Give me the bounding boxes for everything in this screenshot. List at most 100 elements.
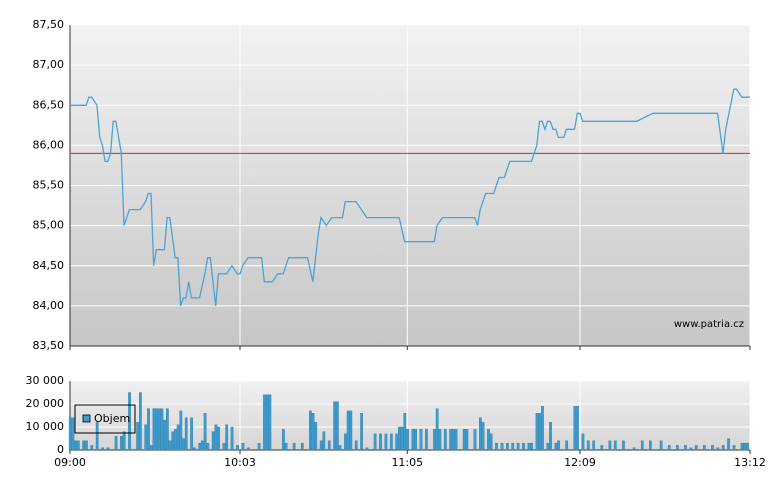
volume-bar — [71, 417, 75, 451]
y-tick-label: 85,00 — [33, 219, 65, 232]
legend-box — [74, 404, 136, 434]
volume-bar — [282, 429, 285, 451]
volume-bar — [389, 433, 393, 451]
volume-bar — [168, 440, 172, 451]
volume-bar — [373, 433, 377, 451]
volume-bar — [546, 442, 550, 451]
legend-label: Objem — [94, 412, 130, 425]
volume-bar — [184, 417, 188, 451]
volume-bar — [581, 433, 585, 451]
volume-bar — [122, 431, 126, 451]
volume-bar — [300, 442, 304, 451]
volume-bar — [530, 442, 533, 451]
volume-bar — [176, 424, 180, 451]
x-tick-label: 12:09 — [564, 456, 596, 469]
y-tick-label: 0 — [57, 443, 64, 456]
volume-bar — [241, 442, 245, 451]
volume-bar — [236, 445, 239, 451]
volume-bar — [190, 417, 193, 451]
volume-bar — [449, 429, 453, 451]
volume-bar — [538, 413, 542, 451]
volume-bar — [716, 447, 720, 451]
volume-bar — [311, 413, 315, 451]
volume-bar — [406, 429, 409, 451]
volume-bar — [511, 442, 515, 451]
y-tick-label: 86,00 — [33, 138, 65, 151]
volume-bar — [225, 424, 229, 451]
volume-bar — [182, 438, 185, 451]
volume-bar — [505, 442, 509, 451]
volume-bar — [314, 422, 318, 451]
volume-bar — [157, 408, 161, 451]
volume-bar — [344, 433, 347, 451]
x-tick-label: 09:00 — [54, 456, 86, 469]
volume-bar — [454, 429, 458, 451]
volume-bar — [217, 426, 220, 451]
volume-bar — [479, 417, 482, 451]
x-tick-label: 13:12 — [734, 456, 766, 469]
volume-bar — [721, 445, 725, 451]
volume-bar — [549, 422, 552, 451]
volume-bar — [120, 436, 123, 451]
volume-bar — [732, 445, 736, 451]
volume-bar — [702, 445, 706, 451]
volume-bar — [613, 440, 617, 451]
volume-bar — [155, 408, 158, 451]
volume-bar — [500, 442, 504, 451]
volume-bar — [268, 394, 272, 451]
volume-bar — [640, 440, 644, 451]
volume-bar — [384, 433, 388, 451]
x-tick-label: 10:03 — [224, 456, 256, 469]
volume-bar — [516, 442, 520, 451]
volume-bar — [573, 406, 577, 451]
y-tick-label: 20 000 — [26, 397, 65, 410]
volume-bar — [319, 440, 323, 451]
volume-bar — [379, 433, 382, 451]
volume-bar — [438, 429, 442, 451]
volume-bar — [632, 447, 636, 451]
volume-bar — [395, 433, 399, 451]
volume-bar — [265, 394, 269, 451]
volume-bar — [600, 445, 604, 451]
volume-bar — [338, 445, 342, 451]
volume-bar — [487, 429, 490, 451]
volume-bar — [136, 422, 140, 451]
volume-bar — [554, 442, 558, 451]
volume-bar — [346, 410, 350, 451]
volume-bar — [565, 440, 569, 451]
volume-bar — [144, 424, 148, 451]
volume-bar — [206, 442, 210, 451]
volume-bar — [128, 392, 131, 451]
volume-bar — [743, 442, 747, 451]
volume-bar — [403, 413, 407, 451]
volume-bar — [746, 442, 749, 451]
volume-bar — [667, 445, 671, 451]
volume-bar — [433, 429, 436, 451]
volume-bar — [535, 413, 539, 451]
y-tick-label: 87,00 — [33, 58, 65, 71]
volume-bar — [576, 406, 579, 451]
volume-bar — [257, 442, 261, 451]
volume-bar — [322, 431, 326, 451]
volume-bar — [365, 447, 369, 451]
volume-bar — [586, 440, 590, 451]
volume-bar — [85, 440, 88, 451]
volume-bar — [711, 445, 714, 451]
volume-bar — [179, 410, 183, 451]
volume-bar — [203, 413, 207, 451]
volume-bar — [292, 442, 296, 451]
volume-bar — [694, 445, 698, 451]
legend-swatch — [82, 414, 91, 423]
volume-bar — [398, 426, 401, 451]
volume-bar — [419, 429, 423, 451]
volume-bar — [90, 445, 94, 451]
volume-bar — [443, 429, 447, 451]
volume-bar — [489, 433, 493, 451]
volume-bar — [284, 442, 288, 451]
volume-bar — [689, 447, 693, 451]
volume-bar — [360, 413, 363, 451]
volume-bar — [481, 422, 485, 451]
volume-bar — [174, 429, 177, 451]
volume-bar — [76, 440, 80, 451]
